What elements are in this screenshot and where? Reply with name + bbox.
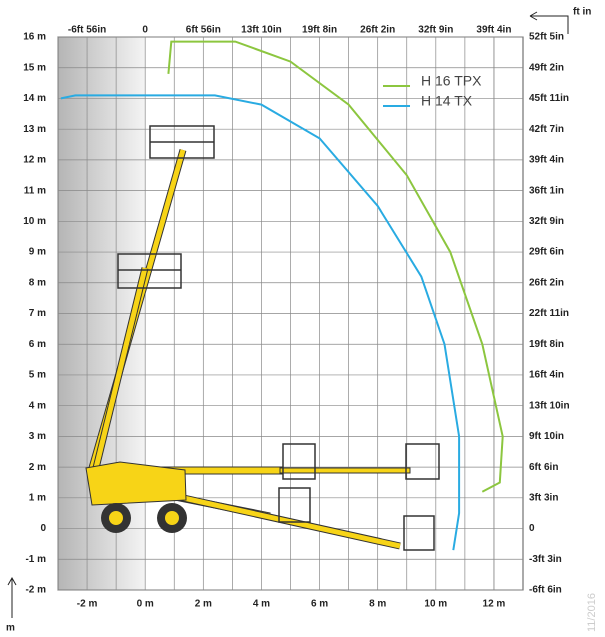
y-tick-label: -2 m — [25, 585, 46, 596]
y-tick-label: 9 m — [29, 247, 46, 258]
x2-tick-label: 39ft 4in — [476, 25, 511, 36]
x-tick-label: 2 m — [195, 599, 212, 610]
curves — [60, 40, 504, 551]
x2-tick-label: 26ft 2in — [360, 25, 395, 36]
y2-tick-label: 16ft 4in — [529, 370, 564, 381]
y2-tick-label: 3ft 3in — [529, 492, 558, 503]
x-tick-label: 4 m — [253, 599, 270, 610]
x-tick-label: 8 m — [369, 599, 386, 610]
x2-tick-label: -6ft 56in — [68, 25, 106, 36]
x-tick-label: 12 m — [483, 599, 506, 610]
y2-tick-label: 0 — [529, 523, 535, 534]
y2-tick-label: 49ft 2in — [529, 62, 564, 73]
y2-tick-label: 6ft 6in — [529, 462, 558, 473]
y-tick-label: 5 m — [29, 370, 46, 381]
y-tick-label: 0 — [40, 523, 46, 534]
y2-tick-label: 42ft 7in — [529, 124, 564, 135]
x-tick-label: 10 m — [424, 599, 447, 610]
x2-axis-arrow — [529, 11, 569, 34]
y-tick-label: 8 m — [29, 277, 46, 288]
x-unit: m — [6, 623, 15, 634]
x-tick-label: 6 m — [311, 599, 328, 610]
x2-unit: ft in — [573, 7, 591, 18]
y2-tick-label: 26ft 2in — [529, 277, 564, 288]
y2-tick-label: 32ft 9in — [529, 216, 564, 227]
y-tick-label: 12 m — [23, 155, 46, 166]
y2-tick-label: 29ft 6in — [529, 247, 564, 258]
y-tick-label: 6 m — [29, 339, 46, 350]
y-tick-label: 1 m — [29, 492, 46, 503]
x-tick-label: -2 m — [77, 599, 98, 610]
legend: H 16 TPX H 14 TX — [383, 73, 482, 109]
y2-tick-label: 22ft 11in — [529, 308, 569, 319]
y2-tick-label: 39ft 4in — [529, 155, 564, 166]
y-tick-label: 13 m — [23, 124, 46, 135]
legend-label: H 14 TX — [421, 93, 473, 109]
y-tick-label: 7 m — [29, 308, 46, 319]
x2-tick-label: 6ft 56in — [186, 25, 221, 36]
y2-tick-label: 9ft 10in — [529, 431, 564, 442]
x2-tick-label: 32ft 9in — [418, 25, 453, 36]
y-tick-label: 11 m — [24, 185, 46, 196]
y-axis-arrow — [7, 576, 17, 618]
y-tick-label: 15 m — [23, 62, 46, 73]
y-tick-label: 10 m — [23, 216, 46, 227]
y2-tick-label: 36ft 1in — [529, 185, 564, 196]
y-tick-label: 3 m — [29, 431, 46, 442]
y-tick-label: 16 m — [23, 32, 46, 43]
y-tick-label: -1 m — [25, 554, 46, 565]
y-tick-label: 14 m — [23, 93, 46, 104]
y2-tick-label: -6ft 6in — [529, 585, 562, 596]
y-tick-label: 2 m — [29, 462, 46, 473]
x2-tick-label: 0 — [142, 25, 148, 36]
grid — [57, 36, 523, 591]
y-tick-label: 4 m — [29, 400, 46, 411]
y2-tick-label: -3ft 3in — [529, 554, 562, 565]
legend-label: H 16 TPX — [421, 73, 482, 89]
machine — [85, 125, 440, 551]
y2-tick-label: 52ft 5in — [529, 32, 564, 43]
x-tick-label: 0 m — [137, 599, 154, 610]
series-line — [60, 94, 461, 551]
y2-tick-label: 45ft 11in — [529, 93, 569, 104]
y2-tick-label: 13ft 10in — [529, 400, 570, 411]
y2-tick-label: 19ft 8in — [529, 339, 564, 350]
axis-labels: -2 m 0 m 2 m 4 m 6 m 8 m 10 m 12 m -6ft 56in 0 6ft… — [23, 25, 569, 610]
watermark: 11/2016 — [586, 593, 598, 632]
x2-tick-label: 13ft 10in — [241, 25, 282, 36]
x2-tick-label: 19ft 8in — [302, 25, 337, 36]
series-line — [167, 40, 504, 493]
